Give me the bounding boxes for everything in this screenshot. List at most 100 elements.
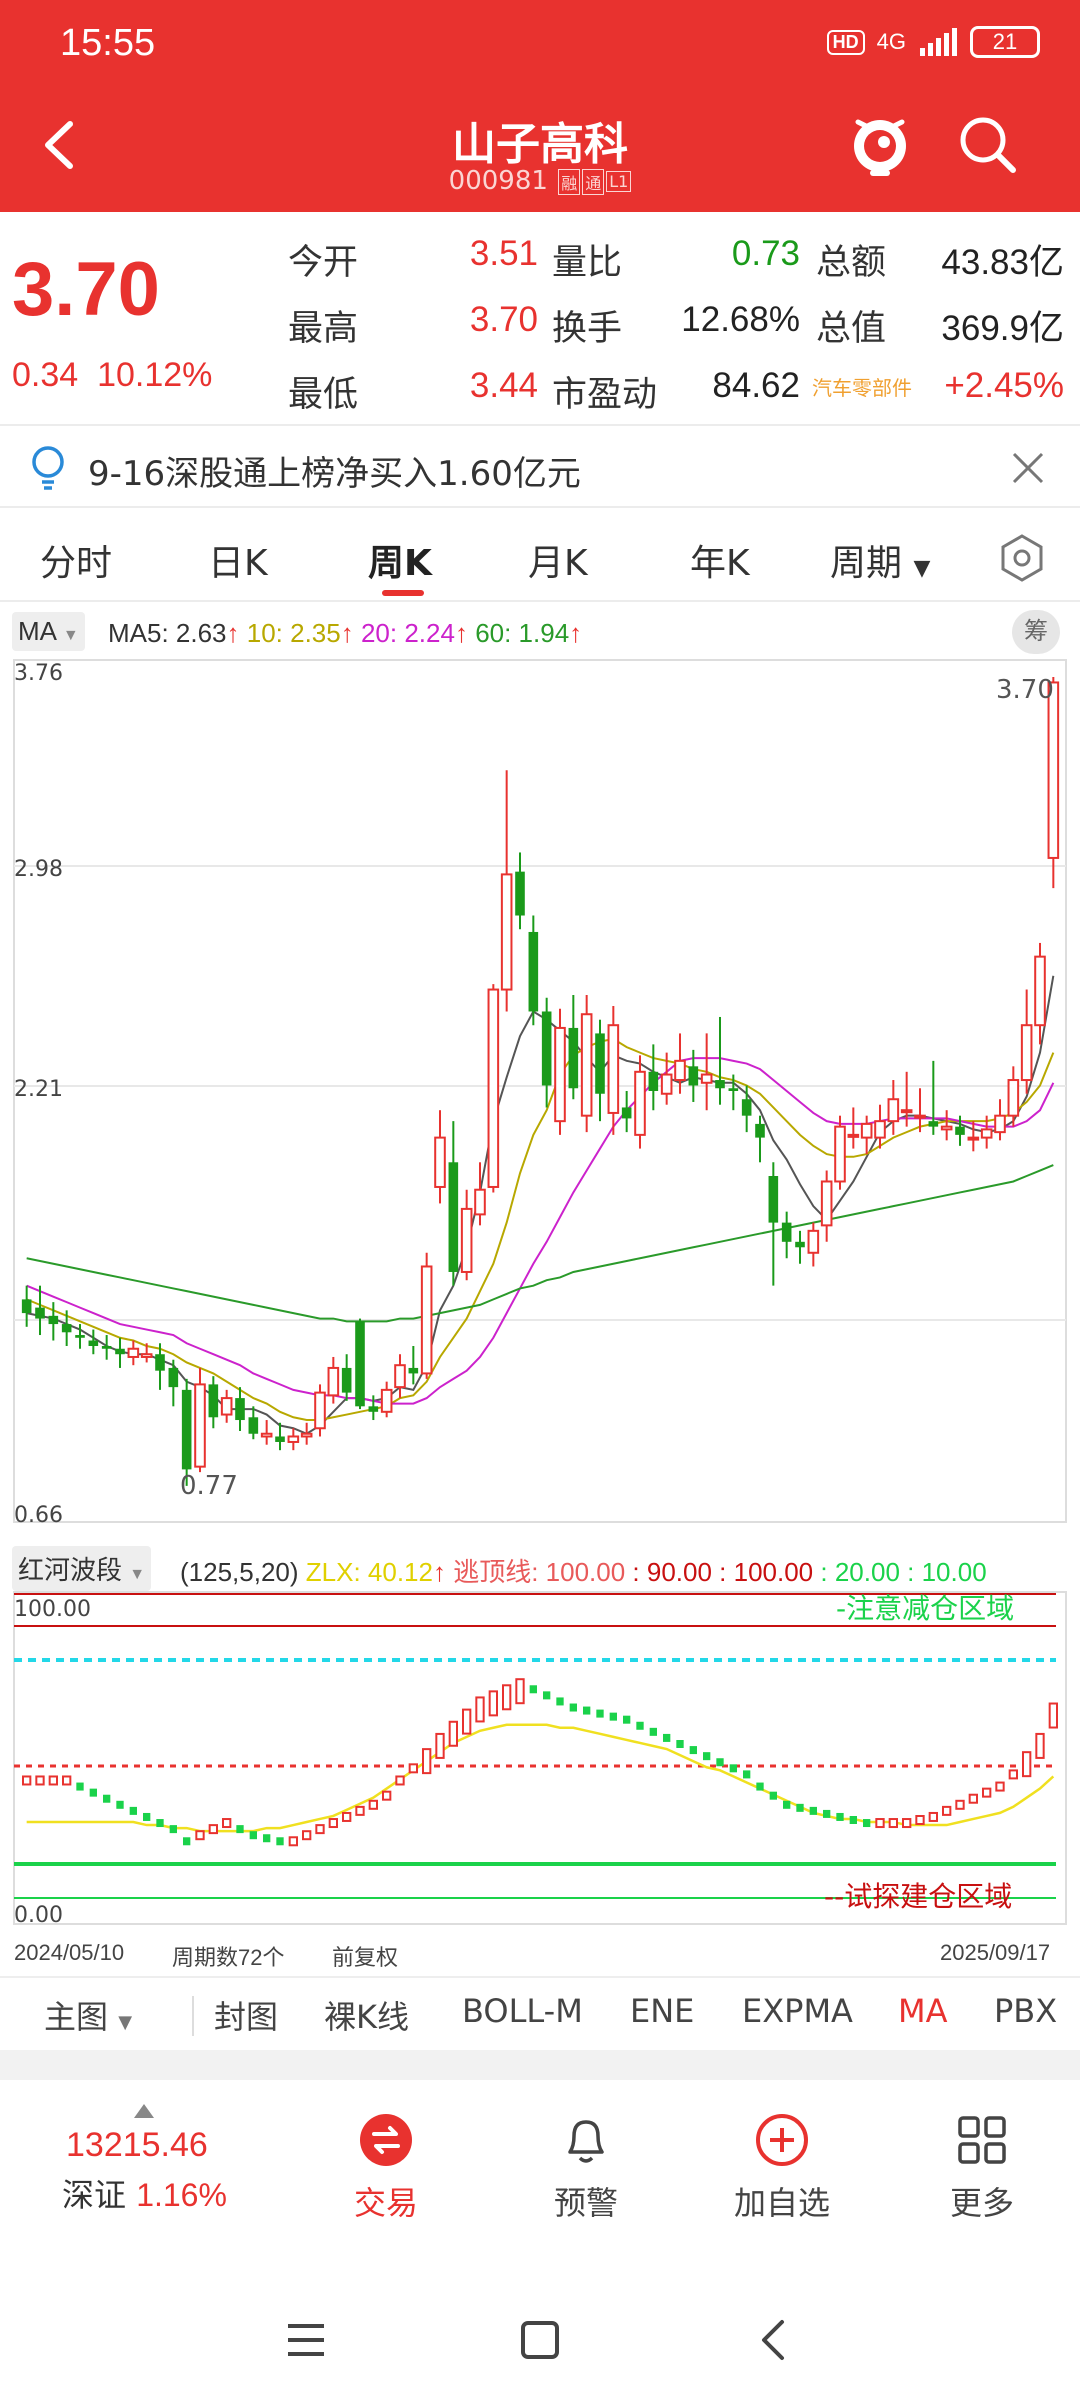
indicator-smooth-line	[26, 1723, 1055, 1833]
notice-bar[interactable]: 9-16深股通上榜净买入1.60亿元	[0, 430, 1080, 506]
status-time: 15:55	[60, 22, 156, 64]
tab-main-chart[interactable]: 主图 ▼	[44, 1992, 132, 2038]
candle	[355, 1318, 365, 1410]
indicator-bar	[729, 1764, 737, 1773]
indicator-legend: 红河波段 ▼ (125,5,20) ZLX: 40.12↑ 逃顶线: 100.0…	[0, 1542, 1080, 1592]
settings-hexagon-icon[interactable]	[996, 532, 1048, 584]
candle	[900, 1071, 913, 1127]
indicator-zlx: ZLX: 40.12	[305, 1557, 433, 1587]
tab-period[interactable]: 周期 ▼	[830, 534, 930, 586]
candle-body	[1020, 1024, 1033, 1082]
zlx-line	[26, 1723, 1055, 1833]
divider	[192, 1996, 194, 2036]
notice-text: 9-16深股通上榜净买入1.60亿元	[88, 454, 581, 494]
back-icon[interactable]	[30, 110, 90, 180]
candle-body	[755, 1123, 765, 1138]
ma60-line	[26, 1164, 1054, 1323]
mascot-icon[interactable]	[848, 108, 912, 180]
indicator-bar	[35, 1775, 45, 1786]
arrow-up-icon: ↑	[569, 618, 583, 648]
indicator-bar	[902, 1818, 912, 1829]
tab-weekly-k[interactable]: 周K	[368, 543, 432, 584]
kline-chart[interactable]: 3.76 2.98 2.21 0.66 3.70 0.77	[0, 656, 1080, 1536]
indicator-bar	[169, 1825, 177, 1834]
period-tabs: 分时 日K 周K 月K 年K 周期 ▼	[0, 520, 1080, 600]
menu-icon[interactable]	[286, 2322, 326, 2358]
close-icon[interactable]	[1004, 444, 1052, 492]
candle-body	[355, 1321, 365, 1407]
candle	[1047, 676, 1060, 889]
candle-body	[834, 1125, 846, 1183]
chip-distribution-button[interactable]: 筹	[1012, 610, 1060, 654]
candle-body	[580, 1013, 593, 1117]
indicator-bar	[1048, 1702, 1058, 1729]
tab-daily-k[interactable]: 日K	[208, 543, 268, 584]
candle-body	[75, 1335, 85, 1338]
y-axis-tick-2: 2.21	[14, 1077, 63, 1102]
low-price-label: 0.77	[180, 1471, 238, 1501]
candle	[408, 1346, 419, 1385]
candle-body	[155, 1354, 165, 1371]
tab-pbx[interactable]: PBX	[994, 1992, 1058, 2030]
indicator-bar	[395, 1775, 405, 1786]
indicator-bar	[502, 1684, 512, 1711]
indicator-selector[interactable]: 红河波段 ▼	[12, 1546, 152, 1591]
nav-alert[interactable]: 预警	[516, 2112, 656, 2224]
candle	[235, 1387, 245, 1431]
tab-intraday[interactable]: 分时	[40, 543, 113, 584]
tab-monthly-k[interactable]: 月K	[528, 543, 588, 584]
indicator-level-20: : 20.00	[820, 1557, 900, 1587]
candle-body	[368, 1406, 379, 1412]
indicator-bar	[609, 1712, 617, 1721]
index-value[interactable]: 13215.46	[66, 2126, 208, 2164]
divider	[0, 506, 1080, 508]
stock-code-row: 000981 融通 L1	[0, 166, 1080, 196]
nav-trade[interactable]: 交易	[316, 2112, 456, 2224]
ma10-line	[26, 1037, 1055, 1422]
last-price: 3.70	[12, 247, 160, 332]
candle	[380, 1381, 393, 1418]
candle-body	[595, 1033, 605, 1094]
tab-feng-tu[interactable]: 封图	[214, 1998, 279, 2036]
indicator-bar	[1035, 1732, 1045, 1759]
home-icon[interactable]	[520, 2320, 560, 2360]
tab-expma[interactable]: EXPMA	[742, 1992, 853, 2030]
expand-up-icon[interactable]	[134, 2104, 154, 2118]
ma-selector[interactable]: MA ▼	[12, 612, 85, 651]
indicator-bar	[596, 1709, 604, 1718]
active-tab-indicator	[382, 590, 424, 596]
tab-naked-k[interactable]: 裸K线	[324, 1998, 409, 2036]
tab-ene[interactable]: ENE	[630, 1992, 695, 2030]
candle	[48, 1302, 59, 1341]
tab-ma[interactable]: MA	[898, 1992, 948, 2030]
tab-yearly-k[interactable]: 年K	[690, 543, 750, 584]
status-icons: HD 4G 21	[826, 26, 1040, 58]
indicator-bar	[156, 1819, 164, 1828]
nav-more[interactable]: 更多	[912, 2112, 1052, 2224]
candle-body	[688, 1066, 699, 1086]
candle-body	[115, 1348, 125, 1355]
candle-body	[327, 1366, 340, 1397]
indicator-bar	[875, 1818, 885, 1829]
index-row[interactable]: 深证 1.16%	[62, 2170, 227, 2216]
indicator-bar	[276, 1837, 284, 1846]
candle	[715, 1016, 725, 1105]
nav-add-watchlist[interactable]: 加自选	[712, 2112, 852, 2224]
ma20-value: 20: 2.24	[360, 618, 455, 648]
candle-body	[660, 1073, 673, 1095]
tab-boll-m[interactable]: BOLL-M	[462, 1992, 583, 2030]
sector-label[interactable]: 汽车零部件	[812, 376, 912, 400]
indicator-bar	[195, 1830, 205, 1841]
start-date: 2024/05/10	[14, 1940, 125, 1965]
adjust-mode[interactable]: 前复权	[332, 1945, 399, 1970]
indicator-chart[interactable]: 100.00 0.00 -注意减仓区域 --试探建仓区域	[0, 1588, 1080, 1928]
search-icon[interactable]	[955, 112, 1019, 176]
candle	[621, 1091, 632, 1133]
chevron-down-icon: ▼	[118, 2012, 133, 2033]
back-nav-icon[interactable]	[756, 2318, 788, 2362]
candle	[434, 1110, 446, 1204]
candle-body	[88, 1340, 99, 1346]
indicator-bar	[863, 1819, 871, 1828]
indicator-bar	[129, 1806, 137, 1815]
indicator-bar	[263, 1834, 271, 1843]
